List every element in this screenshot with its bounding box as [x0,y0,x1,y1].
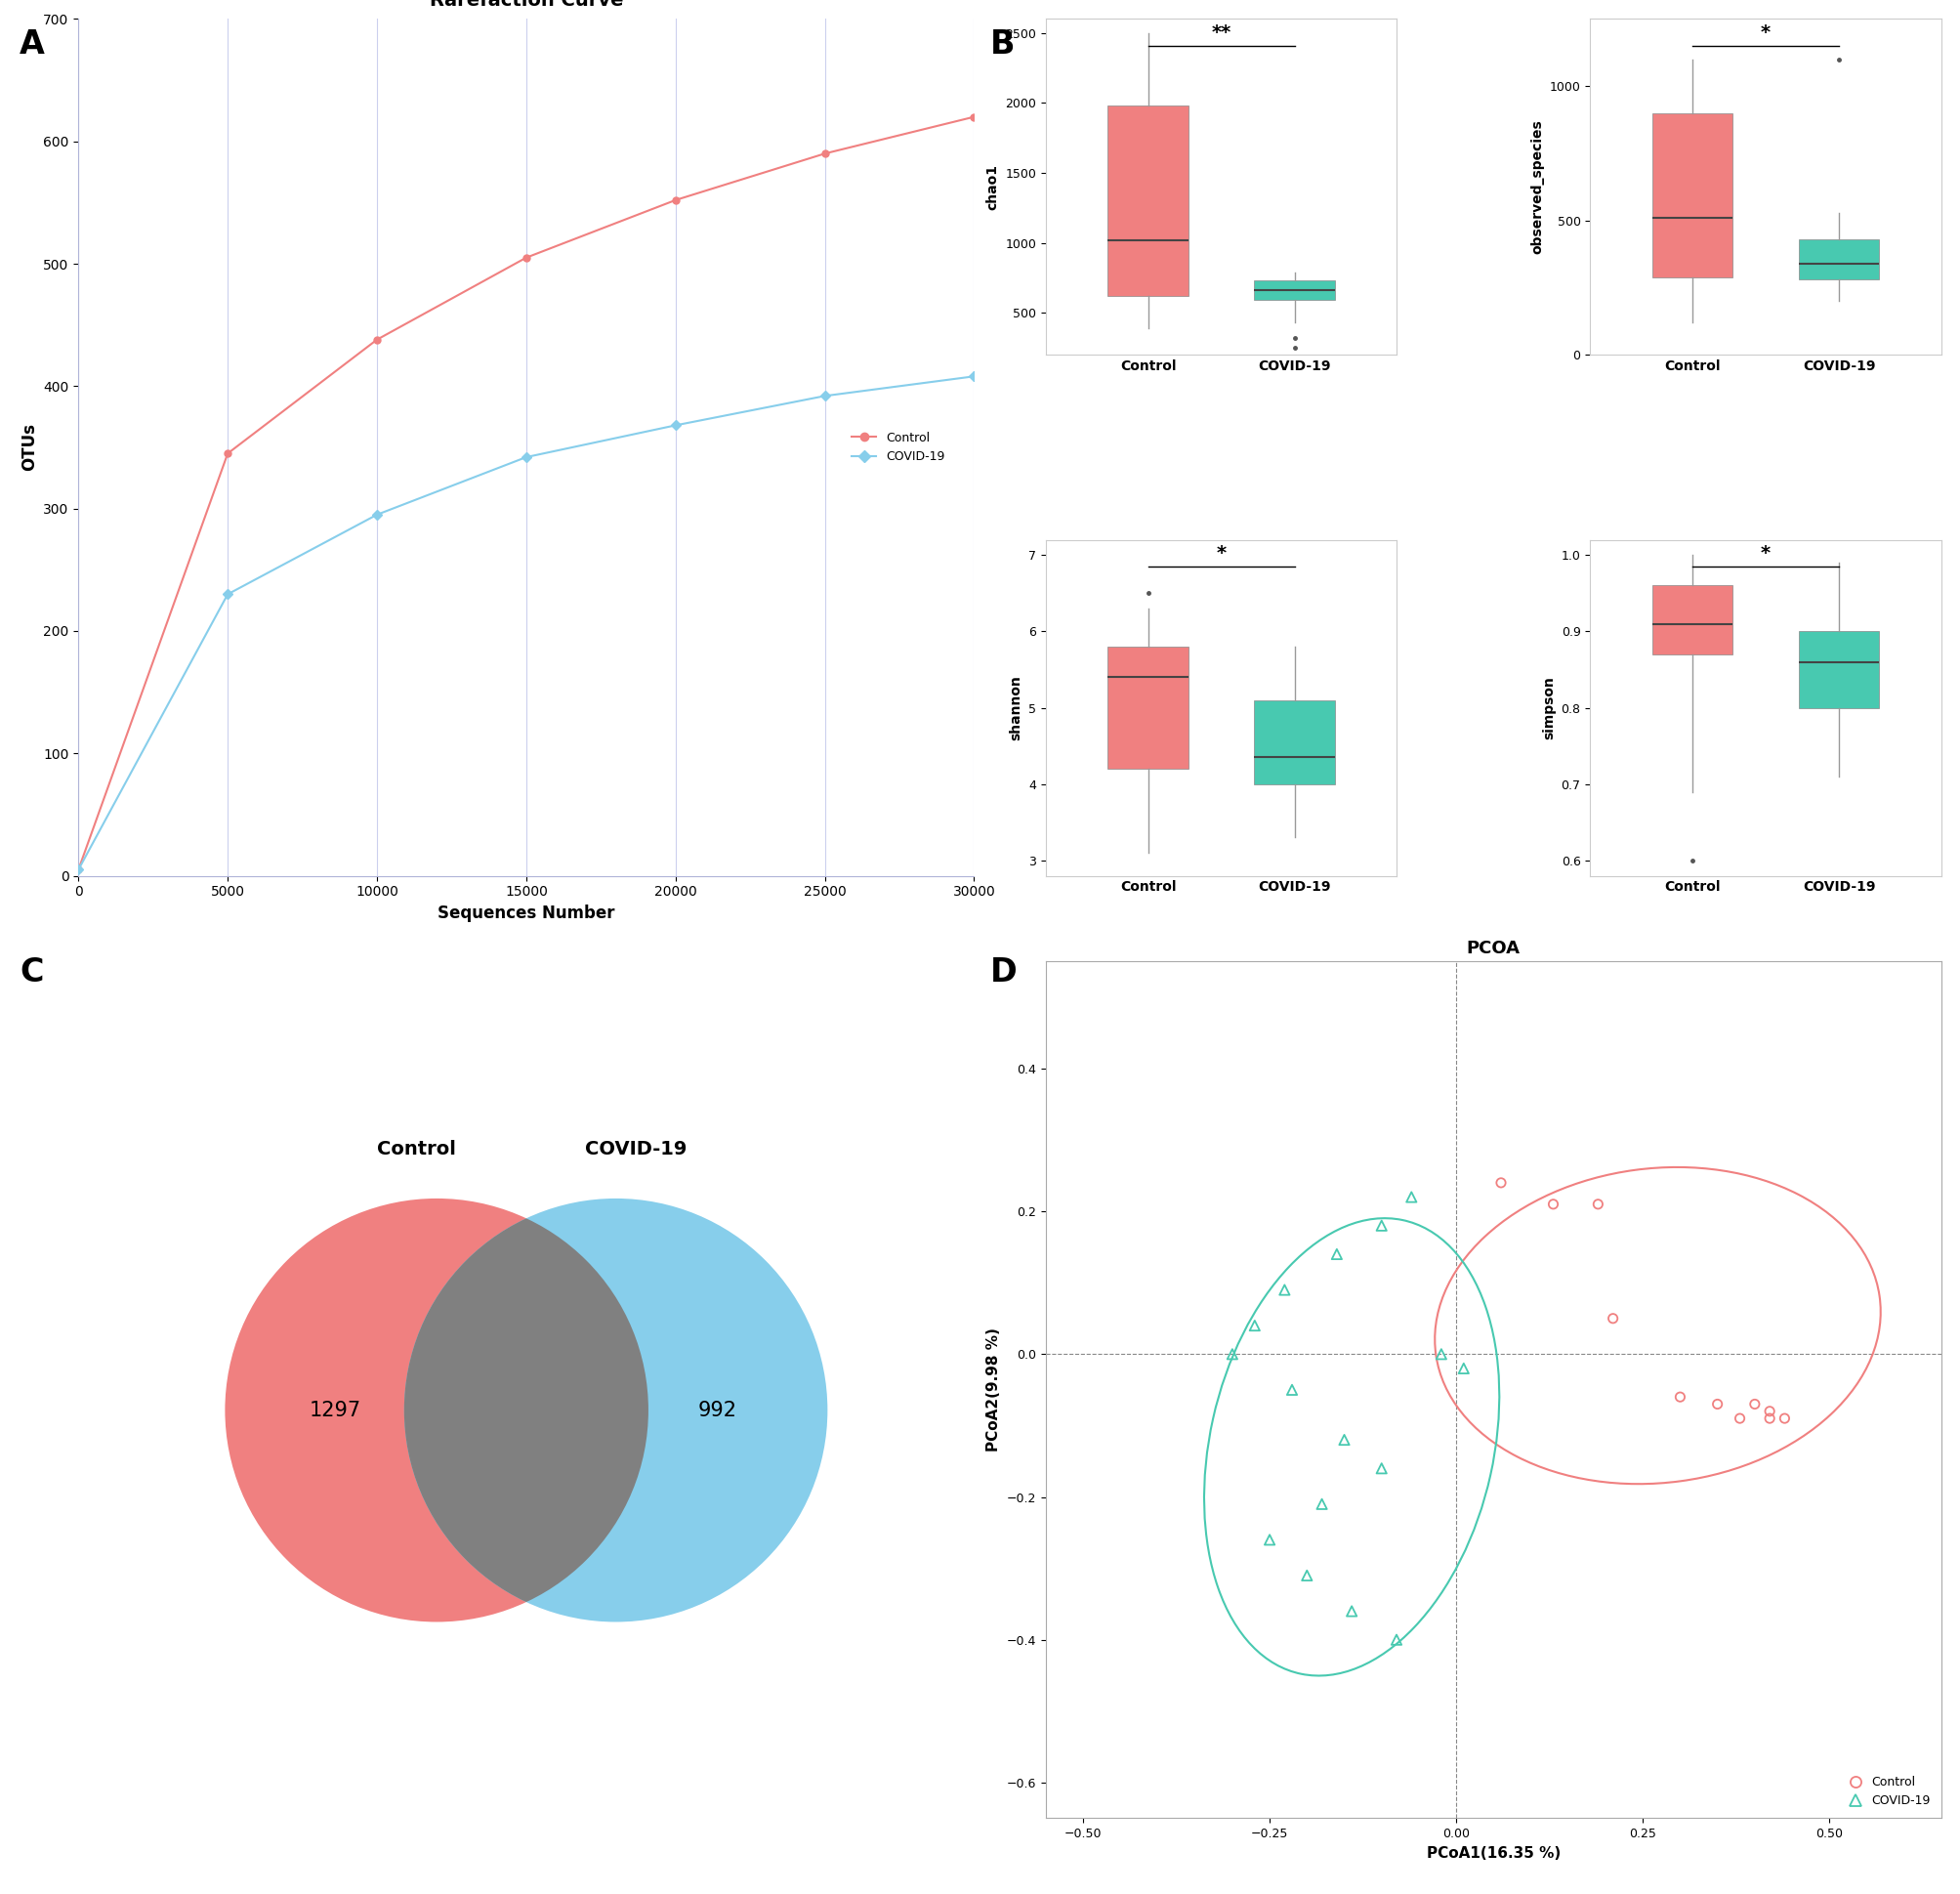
COVID-19 [365,504,388,527]
Text: COVID-19: COVID-19 [584,1140,686,1159]
COVID-19 [514,445,537,468]
PathPatch shape [1797,631,1878,708]
Circle shape [404,1199,827,1621]
Text: B: B [990,28,1015,61]
COVID-19 [216,583,239,606]
COVID-19 [67,858,90,881]
Control [514,246,537,269]
Title: Rarefaction Curve: Rarefaction Curve [429,0,623,9]
COVID-19 [662,415,686,438]
Control [1664,1383,1695,1413]
Control [1582,1189,1613,1220]
COVID-19 [1380,1625,1411,1655]
Text: A: A [20,28,45,61]
X-axis label: PCoA1(16.35 %): PCoA1(16.35 %) [1425,1847,1560,1860]
Title: PCOA: PCOA [1466,939,1519,956]
Text: D: D [990,956,1017,989]
Y-axis label: simpson: simpson [1541,676,1554,739]
PathPatch shape [1652,114,1733,277]
COVID-19 [1290,1561,1321,1591]
PathPatch shape [1652,585,1733,653]
Control [1701,1388,1733,1419]
Circle shape [225,1199,649,1621]
COVID-19 [1276,1375,1307,1405]
Control [1537,1189,1568,1220]
COVID-19 [962,366,986,388]
Line: COVID-19: COVID-19 [74,373,976,873]
Text: *: * [1760,544,1770,563]
Control [662,189,686,212]
COVID-19 [813,384,837,407]
Control [216,441,239,464]
Text: 1297: 1297 [310,1400,361,1420]
Y-axis label: shannon: shannon [1009,674,1023,741]
PathPatch shape [1254,280,1335,301]
COVID-19 [1396,1182,1427,1212]
Control [1752,1396,1784,1426]
Text: Control: Control [376,1140,455,1159]
Control [1768,1403,1799,1434]
Control [813,142,837,165]
COVID-19 [1366,1453,1397,1483]
Text: C: C [20,956,43,989]
PathPatch shape [1107,646,1188,769]
Control [365,328,388,350]
COVID-19 [1335,1597,1366,1627]
PathPatch shape [1107,106,1188,295]
Control [1752,1403,1784,1434]
COVID-19 [1321,1239,1352,1269]
Circle shape [225,1199,649,1621]
COVID-19 [1252,1525,1284,1555]
Control [1484,1167,1515,1197]
Legend: Control, COVID-19: Control, COVID-19 [847,426,949,468]
COVID-19 [1446,1352,1478,1383]
COVID-19 [1268,1275,1299,1305]
Text: 992: 992 [698,1400,737,1420]
COVID-19 [1305,1489,1337,1519]
Control [1723,1403,1754,1434]
COVID-19 [1215,1339,1247,1369]
Control [67,858,90,881]
PathPatch shape [1797,239,1878,280]
Text: 1398: 1398 [500,1400,553,1420]
Y-axis label: OTUs: OTUs [20,424,37,472]
Y-axis label: observed_species: observed_species [1529,119,1543,254]
Y-axis label: PCoA2(9.98 %): PCoA2(9.98 %) [986,1328,1002,1453]
Control [962,106,986,129]
PathPatch shape [1254,701,1335,784]
X-axis label: Sequences Number: Sequences Number [437,903,615,922]
COVID-19 [1239,1311,1270,1341]
Text: *: * [1760,23,1770,42]
Text: *: * [1215,544,1225,563]
Y-axis label: chao1: chao1 [986,165,1000,210]
Line: Control: Control [74,114,976,873]
Text: **: ** [1211,23,1231,42]
Control [1739,1388,1770,1419]
COVID-19 [1329,1424,1360,1455]
COVID-19 [1425,1339,1456,1369]
Control [1597,1303,1629,1333]
COVID-19 [1366,1210,1397,1241]
Legend: Control, COVID-19: Control, COVID-19 [1838,1771,1935,1813]
